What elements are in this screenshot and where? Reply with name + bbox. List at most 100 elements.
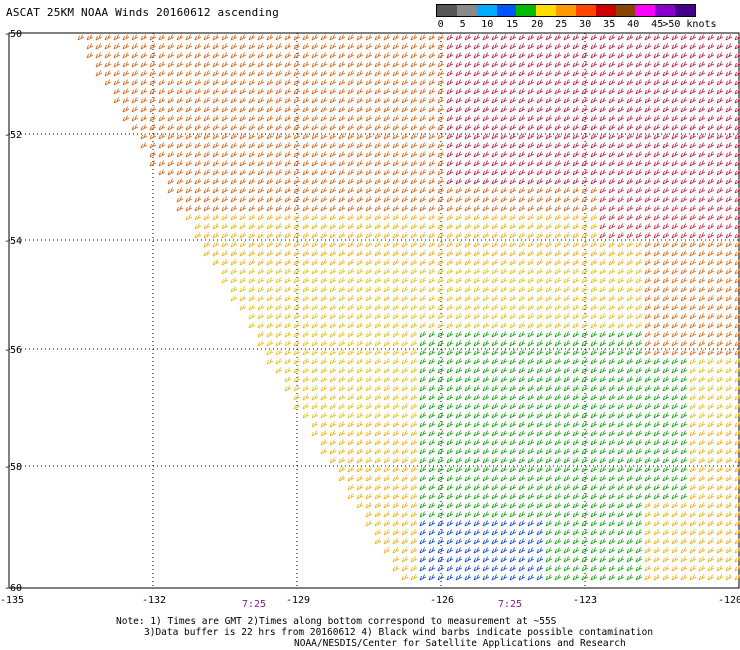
wind-barb (545, 538, 553, 545)
wind-barb (518, 160, 526, 167)
wind-barb (437, 169, 445, 176)
wind-barb (581, 187, 589, 194)
wind-barb (545, 52, 553, 59)
wind-barb (374, 277, 382, 284)
wind-barb (536, 439, 544, 446)
wind-barb (644, 34, 652, 41)
wind-barb (689, 340, 697, 347)
wind-barb (509, 421, 517, 428)
wind-barb (491, 205, 499, 212)
wind-barb (716, 421, 724, 428)
wind-barb (383, 106, 391, 113)
wind-barb (599, 259, 607, 266)
wind-barb (563, 97, 571, 104)
wind-barb (617, 394, 625, 401)
wind-barb (716, 142, 724, 149)
wind-barb (653, 475, 661, 482)
wind-barb (230, 160, 238, 167)
wind-barb (671, 205, 679, 212)
wind-barb (662, 466, 670, 473)
wind-barb (554, 133, 562, 140)
wind-barb (527, 250, 535, 257)
wind-barb (518, 538, 526, 545)
wind-barb (464, 97, 472, 104)
wind-barb (410, 367, 418, 374)
wind-barb (392, 502, 400, 509)
wind-barb (536, 376, 544, 383)
wind-barb (266, 250, 274, 257)
x-axis: -135 -132 -129 -126 -123 -120 (0, 595, 740, 606)
wind-barb (320, 178, 328, 185)
wind-barb (275, 160, 283, 167)
wind-barb (284, 196, 292, 203)
wind-barb (275, 97, 283, 104)
wind-barb (455, 421, 463, 428)
wind-barb (347, 313, 355, 320)
wind-barb (194, 52, 202, 59)
wind-barb (392, 61, 400, 68)
wind-barb (617, 349, 625, 356)
wind-barb (221, 124, 229, 131)
wind-barb (590, 412, 598, 419)
wind-barb (644, 70, 652, 77)
wind-barb (176, 178, 184, 185)
wind-barb (284, 331, 292, 338)
wind-barb (365, 52, 373, 59)
wind-barb (545, 340, 553, 347)
wind-barb (680, 448, 688, 455)
wind-barb (536, 313, 544, 320)
wind-barb (428, 124, 436, 131)
wind-barb (518, 484, 526, 491)
wind-barb (338, 223, 346, 230)
wind-barb (221, 250, 229, 257)
wind-barb (563, 124, 571, 131)
wind-barb (662, 439, 670, 446)
wind-barb (284, 223, 292, 230)
wind-barb (437, 178, 445, 185)
wind-barb (545, 313, 553, 320)
wind-barb (284, 115, 292, 122)
wind-barb (653, 88, 661, 95)
wind-barb (311, 205, 319, 212)
wind-barb (320, 88, 328, 95)
wind-barb (671, 502, 679, 509)
wind-barb (140, 88, 148, 95)
wind-barb (572, 511, 580, 518)
wind-barb (500, 421, 508, 428)
wind-barb (383, 34, 391, 41)
wind-barb (734, 124, 740, 131)
wind-barb (635, 304, 643, 311)
wind-barb (320, 268, 328, 275)
wind-barb (509, 115, 517, 122)
wind-barb (545, 304, 553, 311)
wind-barb (707, 439, 715, 446)
wind-barb (617, 421, 625, 428)
wind-barb (356, 331, 364, 338)
wind-barb (131, 61, 139, 68)
wind-barb (320, 142, 328, 149)
wind-barb (500, 475, 508, 482)
wind-barb (671, 286, 679, 293)
wind-barb (635, 259, 643, 266)
wind-barb (419, 232, 427, 239)
wind-barb (203, 34, 211, 41)
wind-barb (338, 34, 346, 41)
wind-barb (437, 223, 445, 230)
wind-barb (464, 358, 472, 365)
wind-barb (410, 376, 418, 383)
wind-barb (455, 97, 463, 104)
wind-barb (599, 205, 607, 212)
wind-barb (482, 529, 490, 536)
wind-barb (275, 106, 283, 113)
wind-barb (401, 124, 409, 131)
wind-barb (239, 250, 247, 257)
wind-barb (158, 97, 166, 104)
wind-barb (473, 223, 481, 230)
wind-barb (491, 187, 499, 194)
wind-barb (734, 421, 740, 428)
wind-barb (329, 340, 337, 347)
wind-barb (212, 205, 220, 212)
wind-barb (365, 412, 373, 419)
wind-barb (509, 151, 517, 158)
wind-barb (257, 259, 265, 266)
